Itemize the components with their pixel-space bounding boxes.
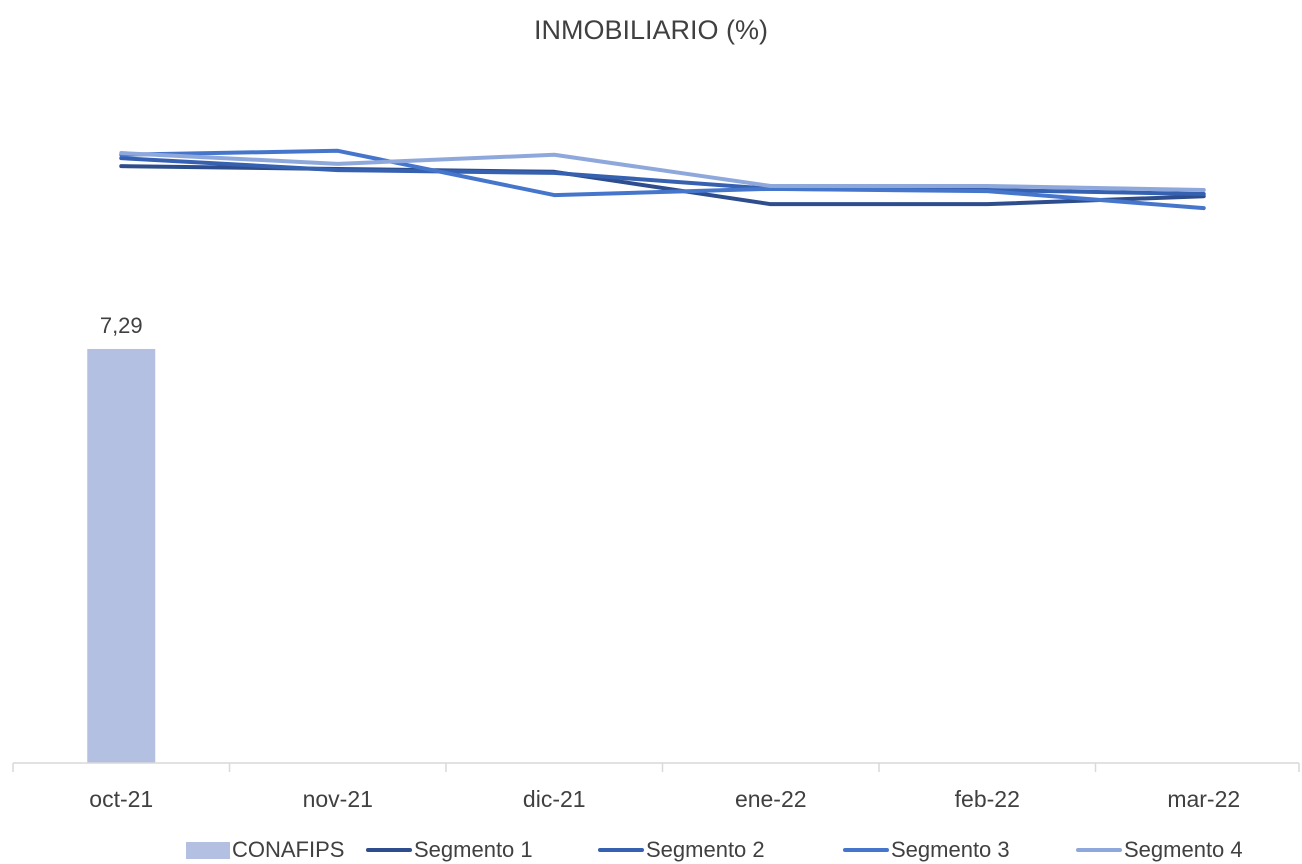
x-tick-label: nov-21 [303, 786, 373, 812]
x-tick-label: mar-22 [1167, 786, 1240, 812]
x-tick-label: feb-22 [955, 786, 1020, 812]
legend-label: Segmento 3 [891, 837, 1010, 862]
line [119, 148, 1206, 211]
data-label: 7,29 [100, 313, 143, 338]
legend-label: CONAFIPS [232, 837, 344, 862]
x-tick-label: dic-21 [523, 786, 586, 812]
line [119, 156, 1206, 196]
legend-label: Segmento 4 [1124, 837, 1243, 862]
legend-label: Segmento 1 [414, 837, 533, 862]
legend-swatch [186, 842, 230, 859]
bar [87, 348, 156, 763]
chart-title: INMOBILIARIO (%) [534, 15, 768, 45]
x-tick-label: oct-21 [89, 786, 153, 812]
legend-label: Segmento 2 [646, 837, 765, 862]
x-tick-label: ene-22 [735, 786, 807, 812]
line [119, 151, 1206, 192]
